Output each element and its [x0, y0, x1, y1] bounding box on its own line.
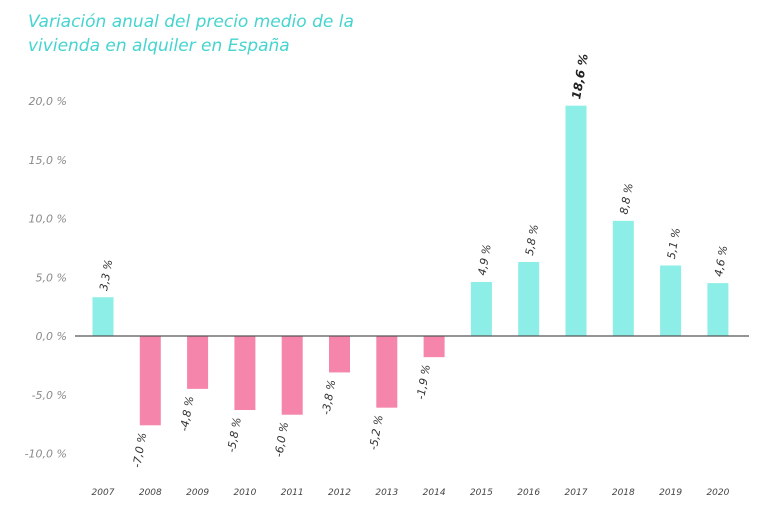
x-tick-label: 2014: [423, 488, 446, 498]
data-label: -5,8 %: [225, 416, 244, 453]
x-tick-label: 2007: [92, 488, 115, 498]
x-tick-label: 2009: [186, 488, 209, 498]
bar-2017: [565, 105, 587, 336]
data-label: -5,2 %: [367, 414, 386, 451]
data-label: -3,8 %: [320, 379, 339, 416]
x-tick-label: 2011: [281, 488, 304, 498]
data-label: -7,0 %: [130, 432, 149, 469]
bar-2019: [660, 265, 682, 336]
y-tick-label: -10,0 %: [25, 448, 67, 461]
bar-2015: [470, 281, 492, 336]
bar-2007: [92, 297, 114, 336]
bar-2011: [281, 336, 303, 415]
data-label: 5,1 %: [665, 227, 683, 260]
data-label: 4,9 %: [476, 243, 494, 276]
x-tick-label: 2012: [328, 488, 351, 498]
bar-2009: [187, 336, 209, 389]
data-label: -1,9 %: [414, 363, 433, 400]
y-tick-label: 15,0 %: [29, 154, 67, 167]
y-tick-label: -5,0 %: [32, 389, 67, 402]
x-tick-label: 2018: [612, 488, 635, 498]
y-tick-label: 10,0 %: [29, 213, 67, 226]
bar-2010: [234, 336, 256, 411]
data-label: -6,0 %: [272, 421, 291, 458]
x-tick-label: 2020: [706, 488, 729, 498]
chart-title-line-1: Variación anual del precio medio de la: [28, 12, 354, 32]
bar-2013: [376, 336, 398, 408]
y-tick-label: 0,0 %: [36, 330, 67, 343]
data-label: 8,8 %: [617, 182, 635, 215]
data-label: 4,6 %: [712, 244, 730, 277]
data-label: 3,3 %: [97, 259, 115, 292]
bar-2008: [139, 336, 161, 426]
y-tick-label: 20,0 %: [29, 95, 67, 108]
bar-2018: [612, 220, 634, 336]
data-label: 5,8 %: [523, 223, 541, 256]
x-tick-label: 2013: [375, 488, 398, 498]
x-tick-label: 2017: [565, 488, 588, 498]
y-tick-label: 5,0 %: [36, 271, 67, 284]
bar-2012: [329, 336, 350, 373]
chart-title-line-2: vivienda en alquiler en España: [28, 36, 290, 56]
x-tick-label: 2016: [517, 488, 540, 498]
x-tick-label: 2015: [470, 488, 493, 498]
x-tick-label: 2008: [139, 488, 162, 498]
x-tick-label: 2010: [233, 488, 256, 498]
x-tick-label: 2019: [659, 488, 682, 498]
data-label: 18,6 %: [569, 53, 591, 101]
bar-2014: [423, 336, 445, 358]
data-label: -4,8 %: [178, 395, 197, 432]
chart-title: Variación anual del precio medio de la v…: [28, 10, 548, 58]
bar-2020: [707, 283, 729, 336]
bar-2016: [518, 261, 540, 336]
